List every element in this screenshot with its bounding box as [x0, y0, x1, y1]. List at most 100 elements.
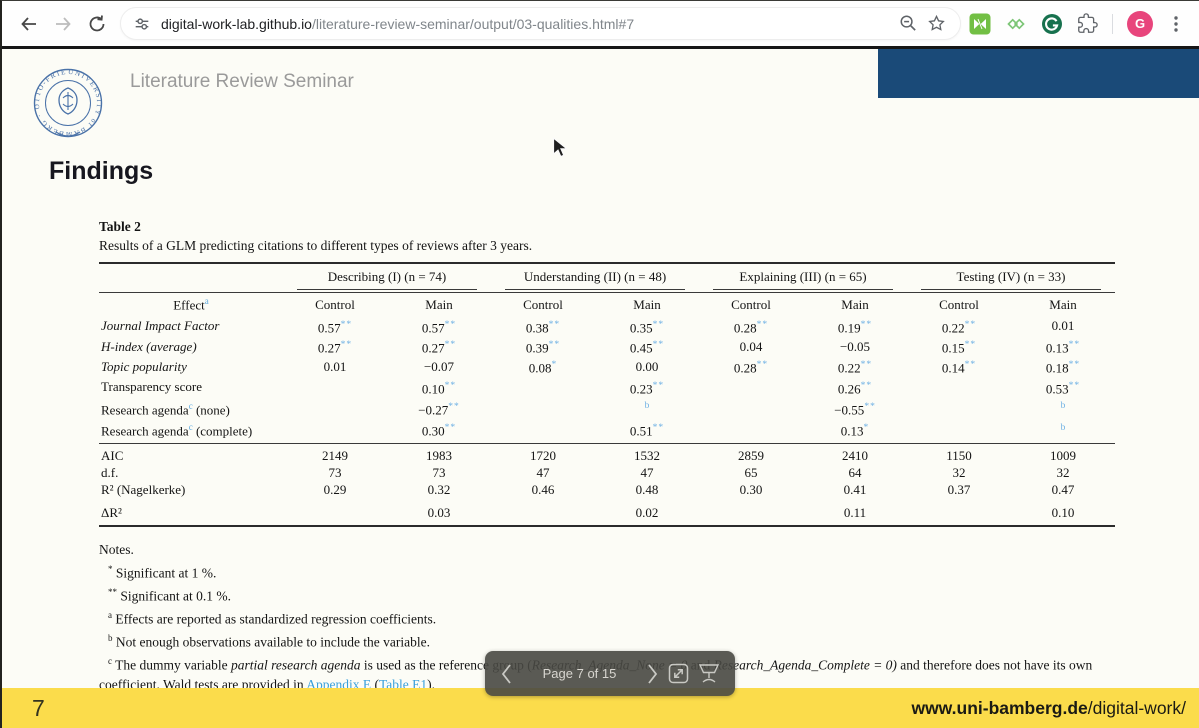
stat-cell: 73	[328, 464, 342, 480]
stat-row: AIC 2149 1983 1720 1532 2859 2410 1150 1009	[99, 443, 1116, 464]
coefficient-cell	[283, 419, 387, 443]
column-header: Control	[523, 296, 563, 312]
row-label: Journal Impact Factor	[101, 318, 220, 334]
coefficient-cell: 0.39**	[525, 340, 561, 356]
coefficient-cell	[283, 398, 387, 419]
university-logo: UNIVERSITY of BAMBERG · OTTO-FRIEDRICH-U…	[30, 62, 103, 138]
address-bar[interactable]: digital-work-lab.github.io/literature-re…	[120, 7, 961, 40]
coefficient-cell: 0.13**	[1045, 340, 1081, 356]
stat-cell: 0.30	[739, 481, 763, 497]
coefficient-cell	[491, 398, 595, 419]
stat-cell: 0.46	[531, 481, 555, 497]
coefficient-cell	[699, 398, 803, 419]
fullscreen-button[interactable]	[668, 663, 689, 684]
coefficient-cell: 0.51**	[629, 422, 665, 439]
next-page-button[interactable]	[646, 660, 660, 688]
note-item: ** Significant at 0.1 %.	[99, 583, 1115, 606]
reload-button[interactable]	[80, 7, 114, 41]
table-row: Research agendac (none) −0.27** b −0.55** b	[99, 398, 1115, 419]
extensions-row: G	[969, 10, 1185, 37]
coefficient-cell: 0.13*	[840, 422, 870, 439]
note-text: ).	[427, 676, 436, 692]
stat-cell: 1983	[426, 447, 452, 463]
coefficient-cell: 0.08*	[528, 360, 558, 376]
table-row: Journal Impact Factor 0.57** 0.57** 0.38** 0…	[99, 316, 1115, 336]
note-text: Effects are reported as standardized reg…	[115, 611, 437, 627]
browser-toolbar: digital-work-lab.github.io/literature-re…	[2, 1, 1199, 46]
site-title: Literature Review Seminar	[130, 71, 354, 92]
stat-cell: 1720	[530, 447, 556, 463]
stat-cell	[907, 498, 1011, 526]
coefficient-cell	[491, 377, 595, 397]
stat-cell	[491, 498, 595, 526]
menu-kebab-icon[interactable]	[1167, 14, 1185, 34]
slide-heading: Findings	[49, 157, 154, 185]
coefficient-cell: 0.01	[1051, 318, 1075, 334]
row-label: Transparency score	[101, 379, 202, 395]
note-marker: **	[108, 586, 117, 597]
row-label: Topic popularity	[101, 359, 187, 375]
glasses-extension-icon[interactable]	[1005, 13, 1027, 35]
coefficient-cell	[907, 419, 1011, 443]
stat-cell: 0.11	[843, 505, 867, 521]
column-header: Control	[315, 296, 355, 312]
reload-icon	[89, 14, 105, 31]
note-text: partial research agenda	[230, 657, 361, 673]
coefficient-cell: 0.01	[323, 359, 347, 375]
column-header: Main	[841, 296, 869, 312]
note-marker: b	[108, 632, 113, 643]
stat-cell: 0.37	[947, 481, 971, 497]
coefficient-cell: b	[644, 401, 650, 412]
butterfly-extension-icon[interactable]	[969, 13, 991, 35]
url-text[interactable]: digital-work-lab.github.io/literature-re…	[161, 16, 894, 32]
coefficient-cell	[907, 377, 1011, 397]
stat-cell: 65	[744, 464, 758, 480]
back-button[interactable]	[12, 7, 46, 41]
note-marker: *	[108, 563, 113, 574]
notes-title: Notes.	[99, 542, 134, 558]
coefficient-cell: b	[1060, 422, 1066, 433]
note-marker: c	[108, 655, 112, 666]
row-label: R² (Nagelkerke)	[101, 481, 186, 497]
note-text: (	[371, 676, 379, 692]
note-text: Not enough observations available to inc…	[115, 634, 431, 650]
stat-cell: 2149	[322, 447, 348, 463]
stat-cell: 1532	[634, 447, 660, 463]
previous-page-button[interactable]	[499, 660, 513, 688]
row-label: AIC	[101, 447, 124, 463]
coefficient-cell: 0.38**	[525, 319, 561, 336]
extensions-puzzle-icon[interactable]	[1077, 13, 1098, 34]
bookmark-button[interactable]	[922, 10, 950, 38]
coefficient-cell: 0.22**	[941, 319, 977, 336]
stat-cell: 0.47	[1051, 481, 1075, 497]
grammarly-extension-icon[interactable]	[1041, 13, 1063, 35]
profile-avatar[interactable]: G	[1127, 10, 1153, 37]
group-header: Testing (IV) (n = 33)	[907, 263, 1115, 293]
coefficient-cell: 0.53**	[1045, 380, 1081, 397]
coefficient-cell: 0.57**	[421, 319, 457, 336]
table-row: H-index (average) 0.27** 0.27** 0.39** 0.45*…	[99, 337, 1115, 357]
table-row: Transparency score 0.10** 0.23** 0.26** 0.53…	[99, 377, 1115, 397]
note-item: * Significant at 1 %.	[99, 560, 1115, 583]
table-row: Topic popularity 0.01 −0.07 0.08* 0.00 0.28**…	[99, 357, 1115, 377]
coefficient-cell: 0.04	[739, 338, 763, 354]
stat-row: R² (Nagelkerke) 0.29 0.32 0.46 0.48 0.30 0.41 0…	[99, 481, 1115, 498]
stat-cell: 2859	[738, 447, 765, 463]
chevron-left-icon	[501, 663, 511, 684]
coefficient-cell: −0.27**	[418, 401, 460, 417]
results-table: Describing (I) (n = 74) Understanding (I…	[99, 262, 1116, 528]
coefficient-cell: 0.35**	[629, 319, 665, 336]
coefficient-cell: 0.26**	[837, 380, 873, 397]
projector-icon	[698, 664, 720, 683]
zoom-button[interactable]	[894, 10, 922, 38]
forward-button[interactable]	[46, 7, 80, 41]
coefficient-cell: 0.45**	[629, 340, 665, 356]
svg-text:UNIVERSITY of BAMBERG · OTTO-F: UNIVERSITY of BAMBERG · OTTO-FRIEDRICH-U…	[30, 62, 103, 138]
presenter-mode-button[interactable]	[697, 662, 721, 685]
stat-cell	[699, 498, 803, 526]
star-icon	[927, 14, 945, 31]
site-settings-icon[interactable]	[133, 15, 151, 33]
coefficient-cell: 0.23**	[629, 380, 665, 397]
stat-cell: 64	[848, 464, 862, 480]
